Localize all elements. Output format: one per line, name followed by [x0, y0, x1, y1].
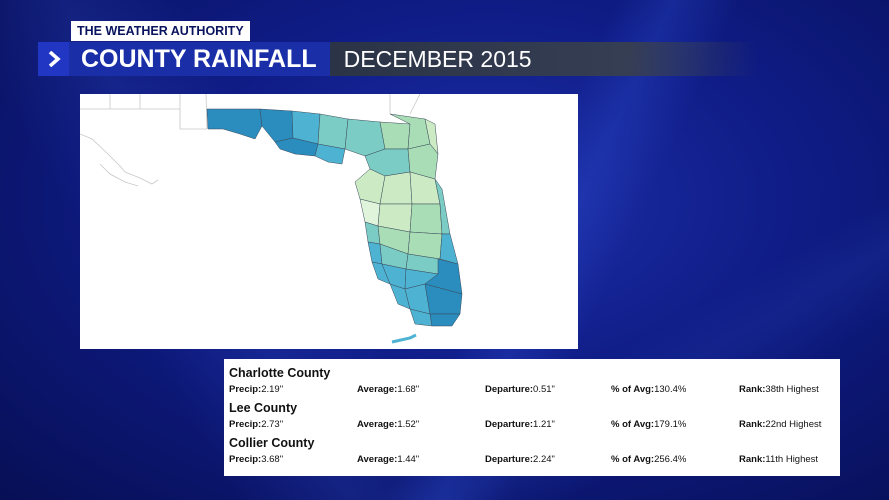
average-stat: Average:1.68" [357, 384, 420, 395]
rank-stat: Rank:11th Highest [739, 454, 819, 465]
rank-stat: Rank:22nd Highest [739, 419, 822, 430]
florida-rainfall-map [80, 94, 578, 349]
chevron-right-icon [38, 42, 69, 76]
county-name: Charlotte County [229, 366, 331, 380]
florida-keys [391, 333, 417, 344]
page-title: COUNTY RAINFALL [69, 42, 330, 76]
average-stat: Average:1.44" [357, 454, 420, 465]
page-subtitle: DECEMBER 2015 [329, 42, 758, 76]
pct-avg-stat: % of Avg:179.1% [611, 419, 687, 430]
stat-row: Precip:2.73" Average:1.52" Departure:1.2… [229, 417, 834, 433]
precip-stat: Precip:2.73" [229, 419, 284, 430]
county-name: Collier County [229, 436, 315, 450]
pct-avg-stat: % of Avg:256.4% [611, 454, 687, 465]
pct-avg-stat: % of Avg:130.4% [611, 384, 687, 395]
title-bar: COUNTY RAINFALL DECEMBER 2015 [38, 42, 758, 76]
brand-tag: THE WEATHER AUTHORITY [71, 21, 250, 41]
average-stat: Average:1.52" [357, 419, 420, 430]
departure-stat: Departure:0.51" [485, 384, 555, 395]
stat-row: Precip:3.68" Average:1.44" Departure:2.2… [229, 452, 834, 468]
county-block-collier: Collier County Precip:3.68" Average:1.44… [229, 435, 834, 468]
departure-stat: Departure:2.24" [485, 454, 555, 465]
county-name: Lee County [229, 401, 298, 415]
neighbor-states-outline [80, 94, 421, 187]
departure-stat: Departure:1.21" [485, 419, 555, 430]
stat-row: Precip:2.19" Average:1.68" Departure:0.5… [229, 382, 834, 398]
county-block-lee: Lee County Precip:2.73" Average:1.52" De… [229, 400, 834, 433]
rank-stat: Rank:38th Highest [739, 384, 819, 395]
precip-stat: Precip:3.68" [229, 454, 284, 465]
county-fills [206, 108, 463, 327]
county-block-charlotte: Charlotte County Precip:2.19" Average:1.… [229, 365, 834, 398]
precip-stat: Precip:2.19" [229, 384, 284, 395]
county-stats-panel: Charlotte County Precip:2.19" Average:1.… [224, 359, 840, 476]
